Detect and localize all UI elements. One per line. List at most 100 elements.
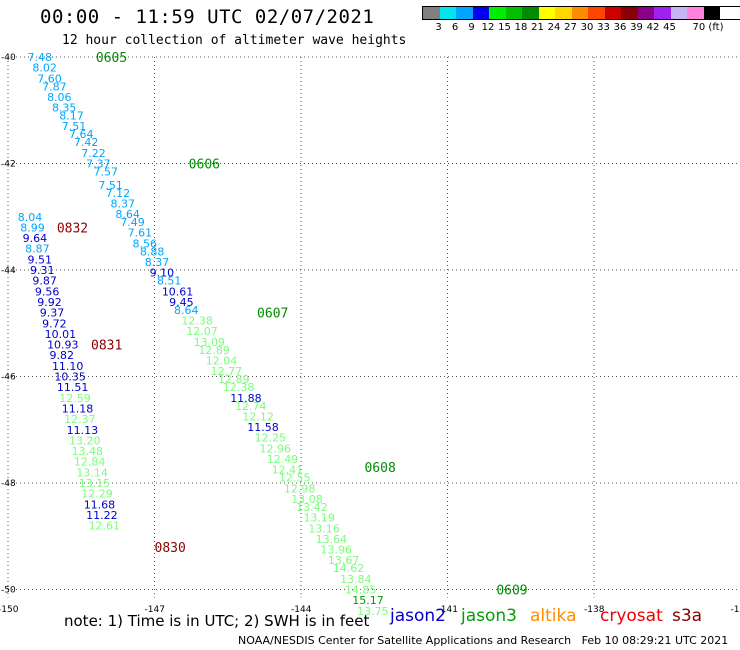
swh-value-label: 9.45 (169, 296, 194, 309)
lat-tick-label: -48 (1, 479, 16, 489)
swh-value-label: 11.10 (52, 360, 83, 373)
legend-swatch (456, 7, 473, 19)
lon-tick-label: -13 (731, 605, 740, 615)
legend-swatch (538, 7, 555, 19)
swh-value-label: 15.17 (352, 594, 384, 607)
swh-value-label: 11.22 (86, 509, 118, 522)
lon-tick-label: -144 (291, 605, 312, 615)
lon-tick-label: -150 (0, 605, 19, 615)
lat-tick-label: -44 (1, 266, 16, 276)
legend-label: 33 (597, 22, 610, 33)
legend-swatch (423, 7, 440, 19)
legend-label: 6 (451, 22, 459, 33)
swh-value-label: 13.67 (328, 554, 360, 567)
swh-value-label: 8.87 (25, 243, 50, 256)
legend-swatch (439, 7, 456, 19)
swh-value-label: 13.19 (303, 512, 335, 525)
swh-value-label: 9.37 (40, 307, 65, 320)
swh-value-label: 7.87 (42, 80, 67, 93)
swh-value-label: 9.31 (30, 264, 54, 277)
swh-value-label: 10.35 (54, 371, 85, 384)
swh-value-label: 11.88 (230, 392, 261, 405)
legend-label: 36 (613, 22, 627, 33)
swh-value-label: 7.60 (37, 72, 62, 85)
swh-value-label: 12.29 (81, 488, 113, 501)
legend-label: 12 (481, 22, 495, 33)
swh-value-label: 7.42 (74, 136, 99, 149)
footer-note: note: 1) Time is in UTC; 2) SWH is in fe… (64, 612, 370, 630)
legend-swatch (687, 7, 704, 19)
legend-swatch (555, 7, 572, 19)
pass-time-label: 0606 (189, 158, 220, 173)
legend-label: 21 (531, 22, 544, 33)
swh-value-label: 13.08 (291, 493, 323, 506)
swh-value-label: 8.17 (59, 110, 84, 123)
swh-value-label: 8.35 (52, 102, 76, 115)
swh-value-label: 10.61 (162, 285, 194, 298)
swh-value-label: 12.38 (223, 381, 255, 394)
legend-swatch (489, 7, 506, 19)
swh-value-label: 9.82 (50, 349, 74, 362)
satellite-s3a: s3a (672, 606, 703, 626)
swh-value-label: 13.96 (321, 544, 353, 557)
swh-value-label: 12.25 (255, 432, 287, 445)
legend-label: 27 (564, 22, 577, 33)
swh-value-label: 12.96 (259, 442, 291, 455)
legend-swatch (621, 7, 638, 19)
lon-tick-label: -138 (584, 605, 605, 615)
legend-label: 70 (ft) (692, 22, 724, 33)
legend-labels: 3 6 9 12 15 18 21 24 27 30 33 36 39 42 45 70 (ft) (422, 20, 740, 34)
satellite-jason3: jason3 (461, 606, 517, 626)
legend-swatch (571, 7, 588, 19)
swh-value-label: 12.07 (186, 325, 218, 338)
swh-value-label: 8.88 (140, 245, 165, 258)
swh-value-label: 14.62 (333, 562, 365, 575)
swh-value-label: 10.93 (47, 339, 79, 352)
legend-label: 3 (435, 22, 442, 33)
credit-line: NOAA/NESDIS Center for Satellite Applica… (238, 634, 729, 647)
pass-time-label: 0605 (96, 51, 127, 66)
legend-swatch (522, 7, 539, 19)
lat-tick-label: -42 (1, 160, 16, 170)
swh-value-label: 9.64 (23, 232, 48, 245)
lat-tick-label: -50 (1, 586, 16, 596)
swh-value-label: 13.75 (357, 605, 389, 618)
swh-value-label: 13.20 (69, 434, 101, 447)
legend-label: 24 (547, 22, 561, 33)
legend-label: 42 (646, 22, 660, 33)
swh-value-label: 9.51 (28, 253, 53, 266)
swh-value-label: 7.51 (62, 120, 87, 133)
swh-value-label: 7.51 (98, 179, 123, 192)
swh-value-label: 8.37 (111, 197, 136, 210)
swh-value-label: 12.37 (64, 413, 96, 426)
swh-value-label: 11.18 (62, 402, 94, 415)
swh-value-label: 8.37 (145, 256, 170, 269)
legend-swatch (637, 7, 654, 19)
swh-value-label: 8.51 (157, 275, 182, 288)
swh-value-label: 12.38 (181, 315, 213, 328)
legend-swatch (703, 7, 720, 19)
swh-value-label: 12.61 (89, 520, 121, 533)
legend-swatch (654, 7, 671, 19)
swh-value-label: 11.58 (247, 421, 278, 434)
swh-value-label: 7.57 (93, 165, 118, 178)
swh-value-label: 12.89 (218, 373, 250, 386)
swh-value-label: 10.01 (45, 328, 77, 341)
swh-value-label: 8.04 (18, 211, 43, 224)
swh-value-label: 9.72 (42, 317, 67, 330)
legend-swatch (588, 7, 605, 19)
swh-value-label: 12.84 (74, 456, 106, 469)
swh-value-label: 13.09 (194, 336, 226, 349)
legend-swatch (604, 7, 621, 19)
swh-value-label: 12.98 (284, 482, 316, 495)
swh-value-label: 7.37 (86, 158, 111, 171)
pass-time-label: 0609 (496, 584, 527, 599)
lat-tick-label: -46 (1, 373, 16, 383)
swh-value-label: 9.92 (37, 296, 62, 309)
swh-value-label: 9.10 (150, 267, 175, 280)
swh-value-label: 11.13 (67, 424, 99, 437)
swh-value-label: 12.49 (267, 453, 299, 466)
swh-value-label: 8.64 (174, 304, 199, 317)
pass-time-label: 0831 (91, 339, 122, 354)
